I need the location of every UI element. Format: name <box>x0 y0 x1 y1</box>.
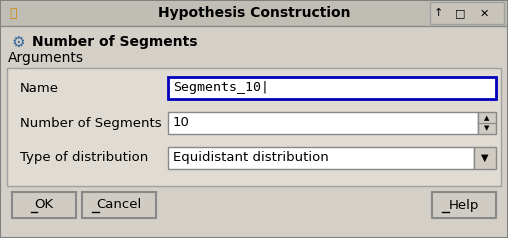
FancyBboxPatch shape <box>478 112 496 134</box>
Text: Cancel: Cancel <box>97 198 142 212</box>
Text: ↑: ↑ <box>433 9 442 19</box>
Text: Type of distribution: Type of distribution <box>20 152 148 164</box>
FancyBboxPatch shape <box>1 1 507 26</box>
Text: 🔱: 🔱 <box>9 7 17 20</box>
Text: □: □ <box>455 9 465 19</box>
Text: Equidistant distribution: Equidistant distribution <box>173 152 329 164</box>
Text: ▼: ▼ <box>481 153 489 163</box>
Text: ✕: ✕ <box>480 9 489 19</box>
Text: Number of Segments: Number of Segments <box>32 35 198 49</box>
Text: Hypothesis Construction: Hypothesis Construction <box>158 6 350 20</box>
FancyBboxPatch shape <box>12 192 76 218</box>
Text: Arguments: Arguments <box>8 51 84 65</box>
Text: ⚙: ⚙ <box>11 35 25 50</box>
Text: ▲: ▲ <box>484 115 490 121</box>
FancyBboxPatch shape <box>474 147 496 169</box>
Text: Segments_10|: Segments_10| <box>173 81 269 94</box>
Text: Number of Segments: Number of Segments <box>20 116 162 129</box>
Text: OK: OK <box>35 198 53 212</box>
FancyBboxPatch shape <box>82 192 156 218</box>
FancyBboxPatch shape <box>168 112 478 134</box>
FancyBboxPatch shape <box>430 2 504 24</box>
Text: Help: Help <box>449 198 479 212</box>
FancyBboxPatch shape <box>432 192 496 218</box>
FancyBboxPatch shape <box>7 68 501 186</box>
Text: 10: 10 <box>173 116 190 129</box>
Text: ▼: ▼ <box>484 125 490 131</box>
Text: Name: Name <box>20 81 59 94</box>
FancyBboxPatch shape <box>168 77 496 99</box>
FancyBboxPatch shape <box>168 147 474 169</box>
